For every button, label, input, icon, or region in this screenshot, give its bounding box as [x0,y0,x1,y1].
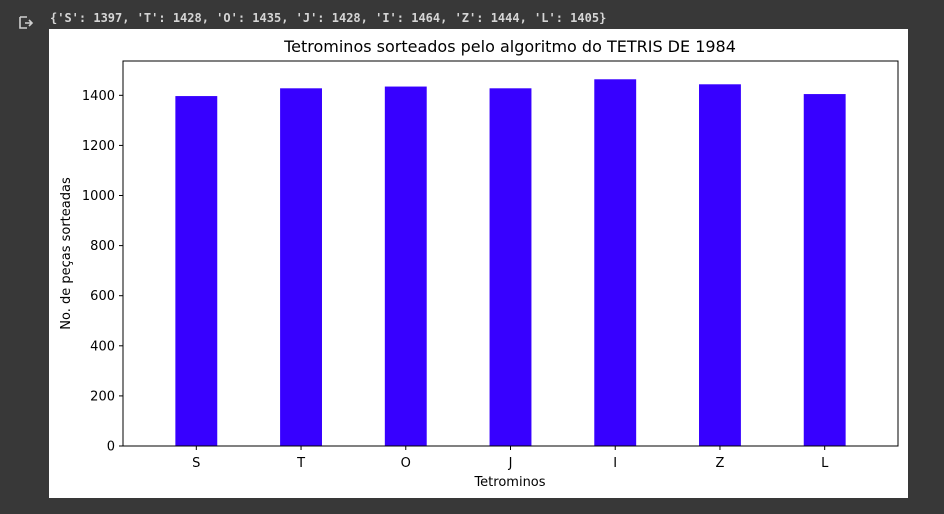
bar-J [489,88,532,446]
x-tick-label: T [296,456,305,471]
bar-O [384,86,427,446]
plot-frame [122,60,899,447]
y-ticks: 0 200 400 600 800 1000 1200 1400 [82,89,123,455]
y-axis-label: No. de peças sorteadas [59,177,74,330]
y-tick-label: 600 [90,289,115,304]
y-tick-label: 1400 [82,89,115,104]
chart-title: Tetrominos sorteados pelo algoritmo do T… [283,37,736,56]
bar-chart: Tetrominos sorteados pelo algoritmo do T… [59,37,899,490]
bar-L [803,94,846,447]
x-tick-label: L [821,456,829,471]
x-tick-label: Z [716,456,725,471]
chart-figure: Tetrominos sorteados pelo algoritmo do T… [49,29,908,498]
x-tick-label: S [192,456,200,471]
stdout-text: {'S': 1397, 'T': 1428, 'O': 1435, 'J': 1… [50,11,607,25]
y-tick-label: 400 [90,339,115,354]
bar-T [280,88,322,446]
y-tick-label: 800 [90,239,115,254]
bar-S [175,96,218,447]
output-arrow-icon [17,14,35,32]
x-axis-label: Tetrominos [473,475,545,490]
y-tick-label: 200 [90,389,115,404]
y-tick-label: 1000 [82,189,115,204]
x-tick-label: O [401,456,411,471]
bar-I [594,79,637,447]
y-tick-label: 0 [107,440,115,455]
x-tick-label: J [508,456,513,471]
bar-Z [699,84,741,446]
y-tick-label: 1200 [82,139,115,154]
x-tick-label: I [613,456,617,471]
bars-group [175,79,846,447]
